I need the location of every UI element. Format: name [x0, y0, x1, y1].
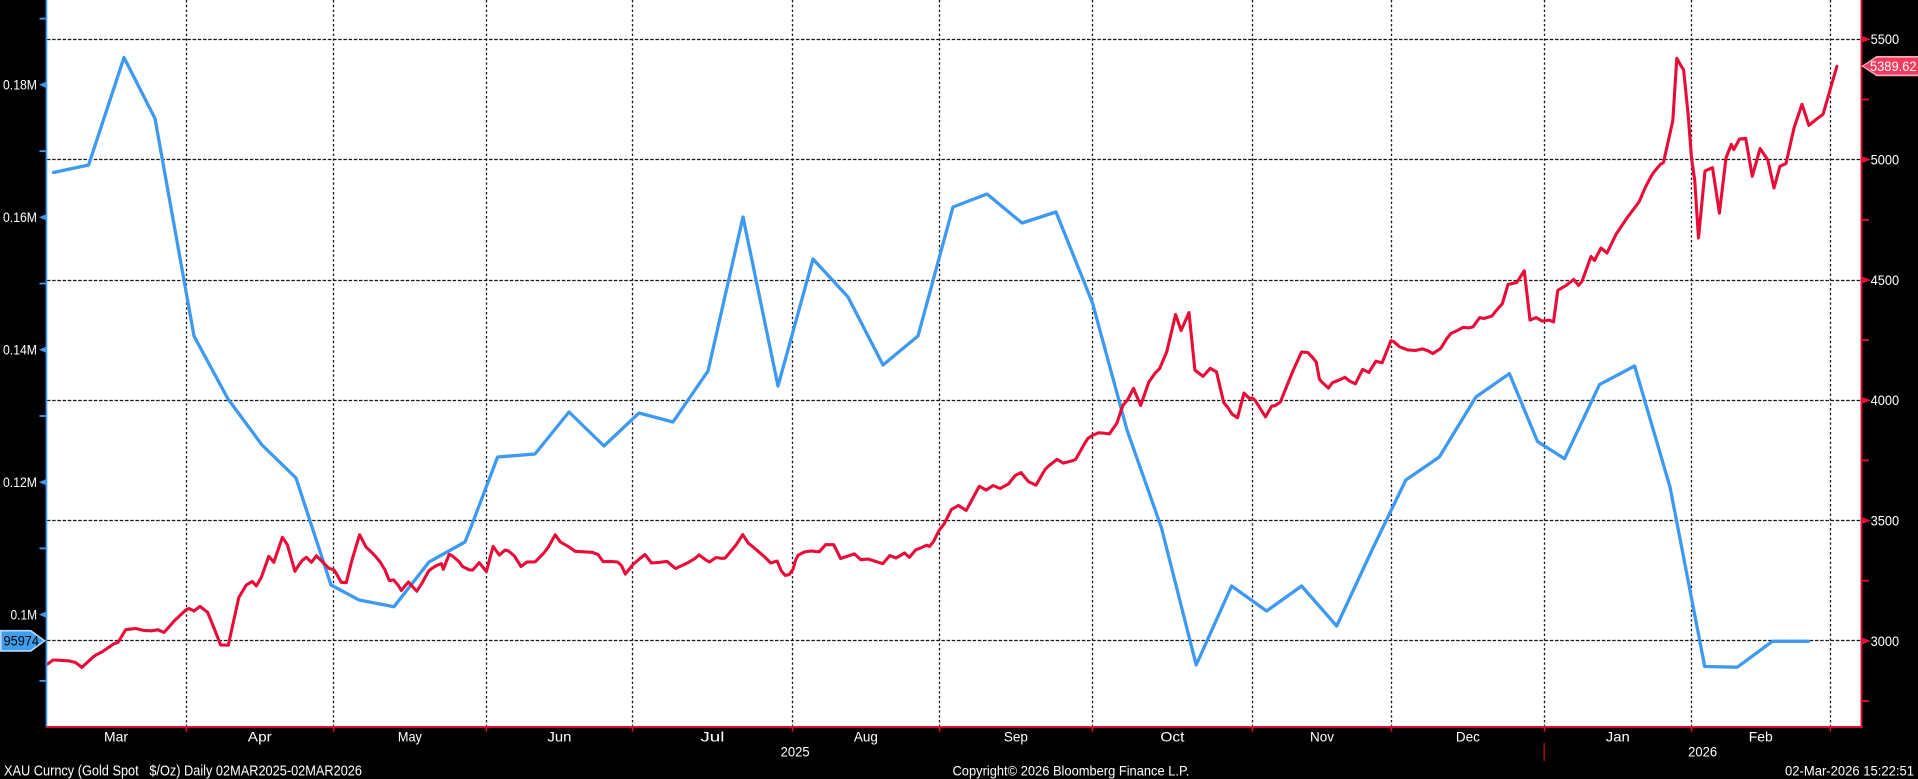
svg-text:02-Mar-2026 15:22:51: 02-Mar-2026 15:22:51 — [1785, 763, 1914, 779]
svg-text:Jun: Jun — [547, 729, 571, 745]
svg-text:0.1M: 0.1M — [11, 607, 38, 623]
svg-text:4000: 4000 — [1871, 392, 1900, 408]
svg-text:Dec: Dec — [1456, 729, 1480, 745]
svg-text:Nov: Nov — [1310, 729, 1334, 745]
svg-text:3500: 3500 — [1871, 513, 1900, 529]
svg-text:Sep: Sep — [1004, 729, 1028, 745]
svg-text:Jul: Jul — [700, 729, 724, 745]
svg-text:5389.62: 5389.62 — [1870, 58, 1917, 74]
svg-text:5500: 5500 — [1871, 31, 1900, 47]
svg-text:Mar: Mar — [104, 729, 128, 745]
svg-text:4500: 4500 — [1871, 272, 1900, 288]
svg-text:3000: 3000 — [1871, 633, 1900, 649]
svg-text:0.14M: 0.14M — [3, 342, 37, 358]
svg-text:Copyright© 2026 Bloomberg Fina: Copyright© 2026 Bloomberg Finance L.P. — [953, 763, 1190, 779]
svg-text:XAU Curncy (Gold Spot $/Oz): XAU Curncy (Gold Spot $/Oz) Daily 02MAR2… — [4, 764, 362, 779]
svg-text:May: May — [398, 729, 422, 745]
svg-text:2026: 2026 — [1688, 744, 1717, 760]
svg-text:Oct: Oct — [1160, 729, 1184, 745]
svg-text:0.18M: 0.18M — [3, 77, 37, 93]
svg-text:Aug: Aug — [854, 729, 878, 745]
svg-text:5000: 5000 — [1871, 152, 1900, 168]
svg-text:95974: 95974 — [4, 633, 40, 649]
svg-text:Feb: Feb — [1749, 729, 1773, 745]
svg-text:Apr: Apr — [248, 729, 272, 745]
svg-text:Jan: Jan — [1606, 729, 1630, 745]
svg-text:2025: 2025 — [781, 744, 810, 760]
svg-text:0.16M: 0.16M — [3, 209, 37, 225]
svg-text:0.12M: 0.12M — [3, 474, 37, 490]
